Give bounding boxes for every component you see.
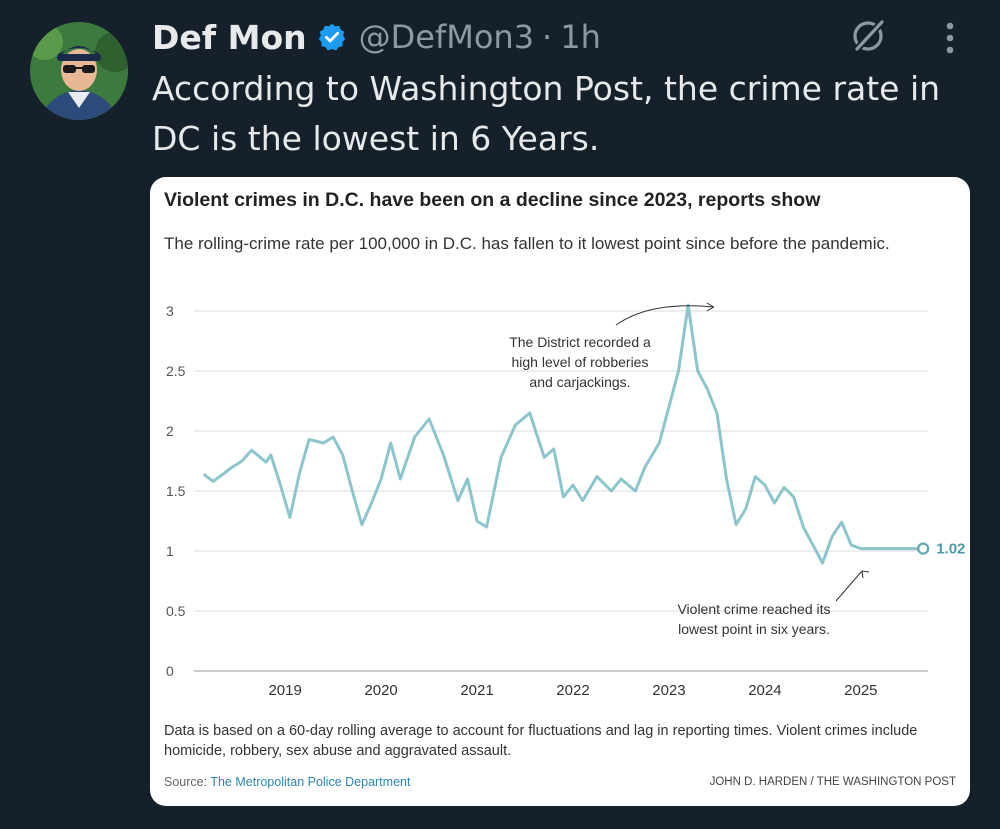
chart-note: Data is based on a 60-day rolling averag… (164, 723, 918, 759)
grok-icon[interactable] (848, 16, 888, 60)
y-tick-label: 1.5 (166, 483, 186, 499)
y-tick-label: 2.5 (166, 363, 186, 379)
verified-badge-icon[interactable] (317, 22, 347, 52)
y-tick-label: 0.5 (166, 603, 186, 619)
embedded-chart-image[interactable]: Violent crimes in D.C. have been on a de… (150, 177, 970, 806)
annotation-arrow (615, 305, 714, 326)
endpoint-marker (917, 542, 930, 555)
avatar[interactable] (30, 22, 128, 120)
x-tick-label: 2025 (844, 682, 877, 699)
annotation-text: Violent crime reached its (677, 601, 830, 617)
tweet-header: Def Mon @DefMon3 · 1h (152, 14, 601, 60)
more-icon[interactable] (938, 20, 962, 60)
credit-line: JOHN D. HARDEN / THE WASHINGTON POST (709, 776, 956, 788)
x-tick-label: 2021 (460, 682, 493, 699)
annotation-text: lowest point in six years. (678, 621, 830, 637)
avatar-image (30, 22, 128, 120)
annotation-text: The District recorded a (509, 334, 651, 350)
annotation-arrowhead (706, 302, 715, 312)
x-tick-label: 2022 (556, 682, 589, 699)
endpoint-value-label: 1.02 (936, 541, 965, 558)
source-prefix: Source: (164, 775, 208, 789)
x-tick-label: 2024 (748, 682, 781, 699)
y-tick-label: 2 (166, 423, 174, 439)
x-tick-label: 2020 (364, 682, 397, 699)
source-line: Source: The Metropolitan Police Departme… (164, 775, 410, 789)
chart-subtitle: The rolling-crime rate per 100,000 in D.… (164, 234, 890, 253)
series-line (202, 303, 924, 565)
tweet-text: According to Washington Post, the crime … (152, 69, 941, 158)
annotation-arrow (835, 570, 863, 602)
x-tick-label: 2023 (652, 682, 685, 699)
timestamp[interactable]: 1h (560, 18, 601, 56)
annotation-arrowhead (861, 570, 870, 579)
y-tick-label: 1 (166, 543, 174, 559)
source-link[interactable]: The Metropolitan Police Department (210, 775, 411, 789)
chart-title: Violent crimes in D.C. have been on a de… (164, 189, 821, 211)
y-tick-label: 3 (166, 303, 174, 319)
annotation-text: high level of robberies (512, 354, 649, 370)
annotation-text: and carjackings. (529, 374, 630, 390)
y-tick-label: 0 (166, 663, 174, 679)
x-tick-label: 2019 (268, 682, 301, 699)
handle[interactable]: @DefMon3 (358, 18, 535, 56)
display-name[interactable]: Def Mon (152, 17, 307, 57)
line-chart: 0 0.5 1 1.5 2 2.5 3 2019 2020 2021 2022 2023 2024 202… (166, 302, 965, 699)
separator-dot: · (542, 18, 553, 56)
